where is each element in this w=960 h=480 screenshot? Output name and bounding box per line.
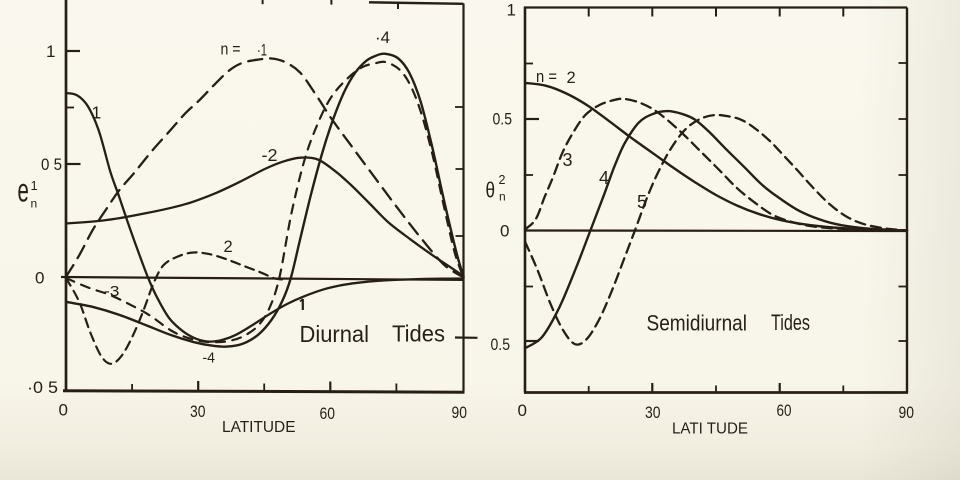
svg-text:2: 2 bbox=[567, 69, 576, 87]
svg-text:n =: n = bbox=[221, 41, 241, 59]
svg-text:60: 60 bbox=[777, 401, 792, 420]
svg-text:e: e bbox=[18, 171, 29, 208]
svg-text:3: 3 bbox=[563, 150, 573, 170]
svg-text:90: 90 bbox=[452, 403, 468, 422]
svg-text:n =: n = bbox=[536, 68, 557, 86]
svg-text:1: 1 bbox=[46, 42, 55, 61]
svg-text:n: n bbox=[499, 190, 506, 204]
svg-text:0: 0 bbox=[35, 269, 44, 288]
svg-text:θ: θ bbox=[486, 179, 496, 204]
svg-text:-2: -2 bbox=[262, 145, 278, 165]
svg-text:1: 1 bbox=[507, 1, 516, 20]
svg-text:Diurnal: Diurnal bbox=[300, 321, 370, 347]
svg-text:4: 4 bbox=[599, 168, 609, 188]
svg-text:2: 2 bbox=[224, 238, 233, 256]
svg-text:1: 1 bbox=[31, 178, 38, 193]
svg-text:n: n bbox=[31, 197, 38, 211]
svg-text:30: 30 bbox=[190, 402, 206, 421]
svg-text:0: 0 bbox=[500, 222, 509, 241]
svg-text:0: 0 bbox=[518, 401, 527, 420]
svg-text:·1: ·1 bbox=[257, 42, 267, 60]
svg-text:Tides: Tides bbox=[771, 310, 810, 335]
svg-text:0.5: 0.5 bbox=[493, 110, 513, 129]
svg-text:LATI TUDE: LATI TUDE bbox=[672, 421, 748, 438]
svg-text:0.5: 0.5 bbox=[491, 335, 511, 354]
svg-text:LATITUDE: LATITUDE bbox=[222, 419, 296, 436]
svg-text:5: 5 bbox=[637, 192, 647, 212]
svg-text:30: 30 bbox=[645, 403, 661, 422]
svg-text:1: 1 bbox=[92, 103, 102, 123]
svg-text:·4: ·4 bbox=[375, 29, 390, 47]
svg-text:Tides: Tides bbox=[392, 321, 445, 347]
svg-text:0: 0 bbox=[59, 401, 68, 420]
svg-text:Semidiurnal: Semidiurnal bbox=[647, 311, 748, 336]
svg-text:2: 2 bbox=[499, 173, 506, 187]
svg-text:90: 90 bbox=[899, 403, 915, 422]
svg-text:-3: -3 bbox=[104, 283, 120, 300]
svg-text:-4: -4 bbox=[203, 351, 216, 367]
svg-text:0 5: 0 5 bbox=[41, 155, 62, 174]
svg-text:60: 60 bbox=[320, 404, 336, 423]
svg-text:·0 5: ·0 5 bbox=[27, 378, 58, 397]
